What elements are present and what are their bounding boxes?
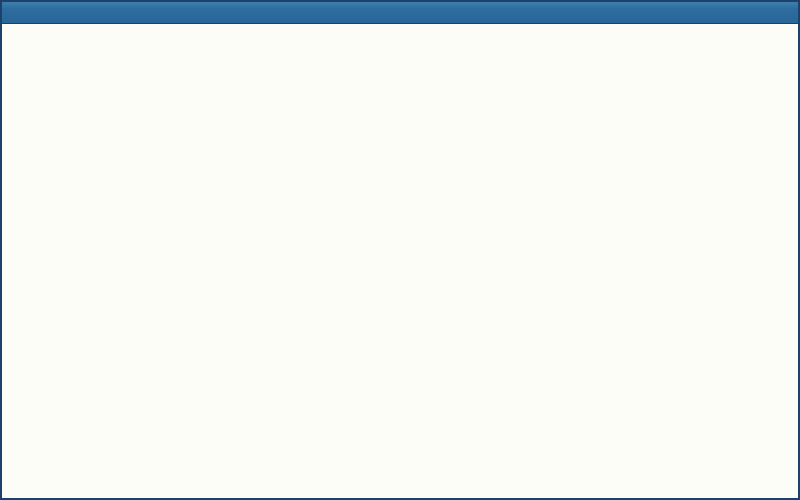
title-bar	[2, 2, 798, 24]
